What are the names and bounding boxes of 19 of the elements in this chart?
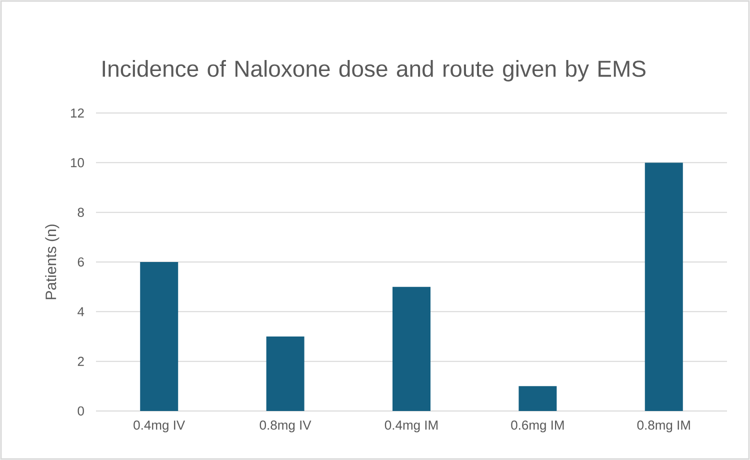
y-tick-label: 2 [78,356,84,366]
y-tick-label: 6 [78,257,84,267]
bar [140,262,178,411]
bar [518,386,557,411]
bar [392,286,430,411]
y-tick-label: 4 [78,307,84,316]
y-tick-label: 12 [71,108,84,118]
bar [644,162,683,411]
y-axis-title: Patients (n) [45,224,60,300]
chart-title: Incidence of Naloxone dose and route given by EMS [102,60,646,82]
y-tick-label: 10 [71,158,84,168]
x-tick-label: 0.6mg IM [511,420,564,432]
x-tick-label: 0.8mg IM [637,420,690,432]
y-tick-label: 0 [78,406,84,416]
x-tick-label: 0.8mg IV [260,420,312,432]
y-tick-label: 8 [78,208,84,217]
bar [266,336,304,411]
x-tick-label: 0.4mg IM [384,420,438,432]
x-tick-label: 0.4mg IV [134,420,186,432]
